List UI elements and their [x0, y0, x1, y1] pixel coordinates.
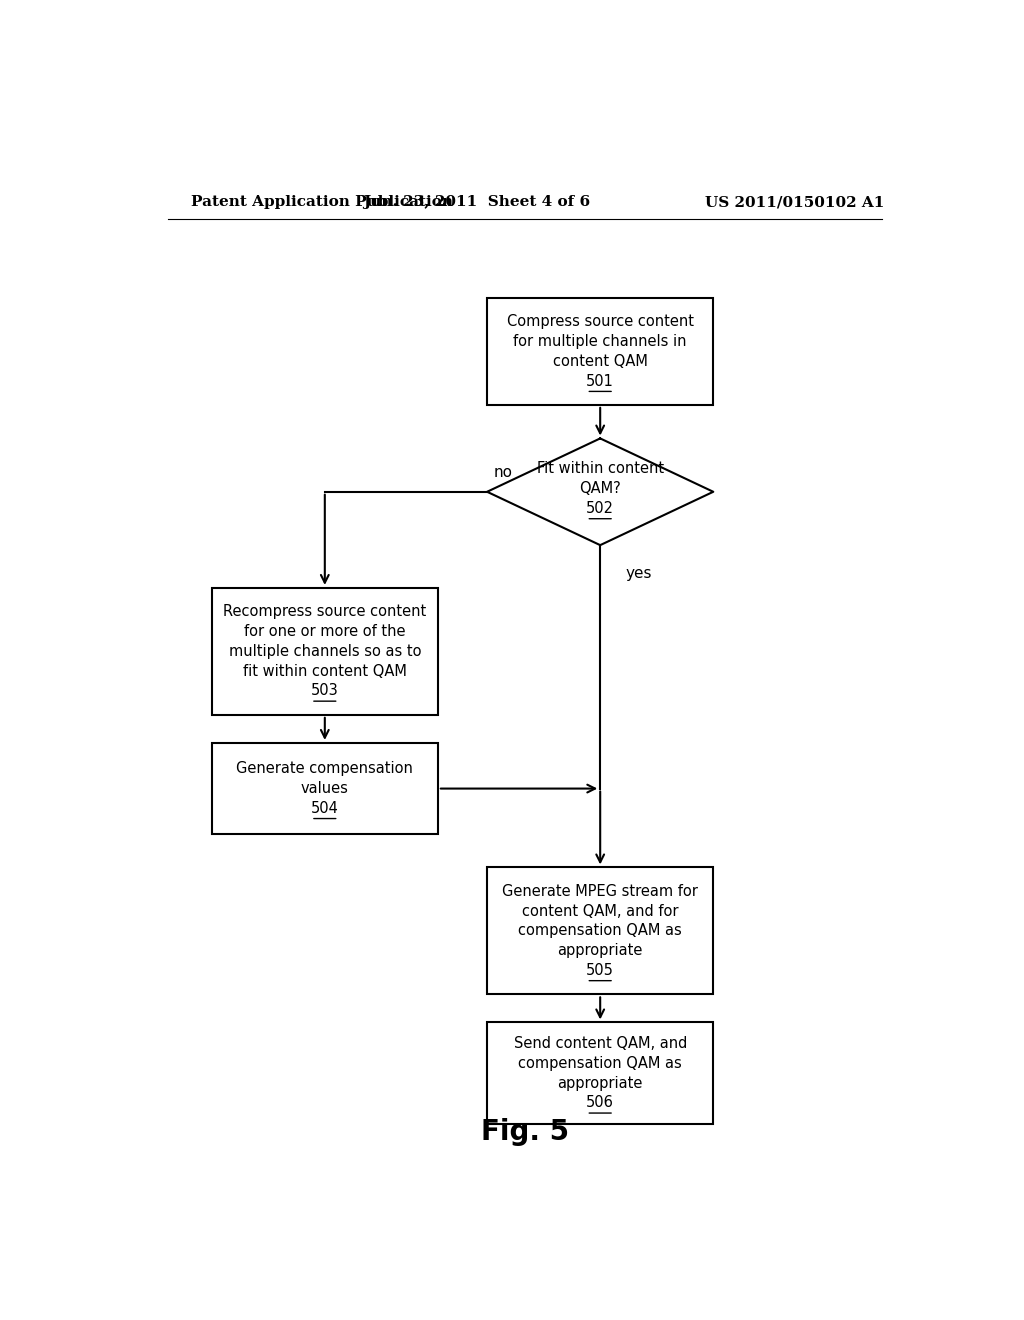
- Text: Jun. 23, 2011  Sheet 4 of 6: Jun. 23, 2011 Sheet 4 of 6: [364, 195, 591, 209]
- Text: no: no: [494, 465, 512, 479]
- Text: Fig. 5: Fig. 5: [480, 1118, 569, 1146]
- Text: Recompress source content: Recompress source content: [223, 605, 426, 619]
- Bar: [487, 298, 714, 405]
- Text: for one or more of the: for one or more of the: [244, 624, 406, 639]
- Text: Patent Application Publication: Patent Application Publication: [191, 195, 454, 209]
- Text: 504: 504: [311, 801, 339, 816]
- Bar: [487, 867, 714, 994]
- Text: 506: 506: [587, 1096, 614, 1110]
- Text: appropriate: appropriate: [557, 1076, 643, 1090]
- Text: US 2011/0150102 A1: US 2011/0150102 A1: [705, 195, 885, 209]
- Text: yes: yes: [626, 566, 652, 581]
- Text: Compress source content: Compress source content: [507, 314, 693, 329]
- Text: 501: 501: [587, 374, 614, 389]
- Text: Send content QAM, and: Send content QAM, and: [513, 1036, 687, 1051]
- Text: content QAM, and for: content QAM, and for: [522, 904, 679, 919]
- Text: QAM?: QAM?: [580, 482, 622, 496]
- Text: for multiple channels in: for multiple channels in: [513, 334, 687, 348]
- Bar: [212, 743, 438, 834]
- Bar: [212, 587, 438, 715]
- Text: content QAM: content QAM: [553, 354, 647, 368]
- Bar: [487, 1022, 714, 1125]
- Text: fit within content QAM: fit within content QAM: [243, 664, 407, 678]
- Text: compensation QAM as: compensation QAM as: [518, 1056, 682, 1071]
- Text: multiple channels so as to: multiple channels so as to: [228, 644, 421, 659]
- Text: 505: 505: [587, 964, 614, 978]
- Text: 503: 503: [311, 684, 339, 698]
- Text: Generate compensation: Generate compensation: [237, 762, 414, 776]
- Text: Fit within content: Fit within content: [537, 462, 664, 477]
- Text: values: values: [301, 781, 349, 796]
- Text: 502: 502: [586, 502, 614, 516]
- Text: Generate MPEG stream for: Generate MPEG stream for: [502, 883, 698, 899]
- Text: appropriate: appropriate: [557, 944, 643, 958]
- Text: compensation QAM as: compensation QAM as: [518, 924, 682, 939]
